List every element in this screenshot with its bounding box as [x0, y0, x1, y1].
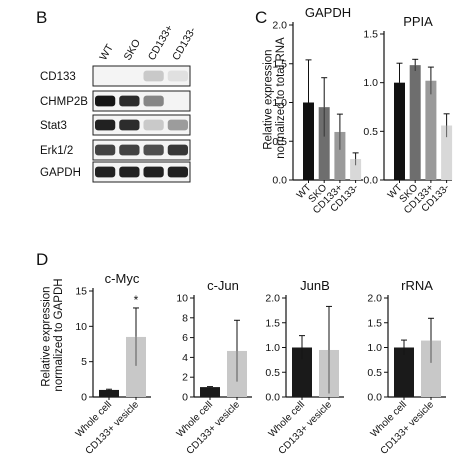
y-tick-label: 1.0: [367, 342, 382, 354]
y-tick-label: 0.0: [367, 392, 382, 404]
bar-whole-cell: [394, 347, 414, 397]
bar-wt: [394, 82, 405, 180]
bar-whole-cell: [200, 387, 220, 397]
blot-strip-erk1-2: [92, 139, 191, 161]
panel-d-letter: D: [36, 250, 48, 269]
y-tick-label: 0.0: [363, 175, 378, 187]
band-cd133-cd133: [167, 70, 188, 82]
bar-cd133-vesicle: [126, 336, 146, 397]
y-tick-label: 4: [182, 352, 188, 364]
bar-sko: [318, 107, 330, 180]
band-gapdh-cd133: [167, 166, 188, 178]
band-stat3-cd133: [167, 119, 188, 131]
bar-whole-cell: [292, 347, 312, 397]
band-gapdh-sko: [119, 166, 140, 178]
chart-title-junb: JunB: [300, 278, 330, 293]
y-tick-label: 10: [176, 293, 188, 305]
blot-strip-cd133: [92, 65, 191, 87]
blot-strip-chmp2b: [92, 90, 191, 112]
significance-star: *: [134, 293, 139, 307]
chart-title-ppia: PPIA: [403, 14, 433, 29]
bar-cd133: [425, 80, 437, 180]
panel-d-ylabel-line2: normalized to GAPDH: [53, 278, 65, 391]
chart-title-c-jun: c-Jun: [207, 278, 239, 293]
band-stat3-sko: [119, 119, 140, 131]
bar-cd133: [441, 125, 453, 180]
y-tick-label: 0.5: [367, 367, 382, 379]
y-tick-label: 0.5: [265, 367, 280, 379]
blot-strip-gapdh: [92, 161, 191, 183]
bar-sko: [409, 65, 421, 180]
band-gapdh-wt: [95, 166, 116, 178]
panel-c-ylabel-line1: Relative expression: [263, 49, 275, 149]
band-cd133-cd133: [143, 70, 164, 82]
band-gapdh-cd133: [143, 166, 164, 178]
band-erk1-2-cd133: [143, 144, 164, 156]
y-tick-label: 1.0: [363, 77, 378, 89]
panel-d-ylabel: Relative expression normalized to GAPDH: [41, 278, 66, 391]
band-stat3-cd133: [143, 119, 164, 131]
chart-title-rrna: rRNA: [401, 278, 433, 293]
blot-label-chmp2b: CHMP2B: [40, 96, 88, 108]
y-tick-label: 2: [182, 372, 188, 384]
y-tick-label: 2.0: [367, 293, 382, 305]
bar-cd133: [350, 159, 362, 180]
y-tick-label: 2.0: [265, 293, 280, 305]
y-tick-label: 1.0: [265, 342, 280, 354]
band-stat3-wt: [95, 119, 116, 131]
band-chmp2b-wt: [95, 95, 116, 107]
bar-cd133-vesicle: [421, 340, 441, 397]
y-tick-label: 0: [81, 392, 87, 404]
y-tick-label: 15: [75, 286, 87, 298]
bar-cd133: [334, 131, 346, 180]
blot-label-cd133: CD133: [40, 71, 76, 83]
blot-label-erk1-2: Erk1/2: [40, 145, 73, 157]
y-tick-label: 1.5: [363, 29, 378, 41]
y-tick-label: 0.5: [272, 136, 287, 148]
band-erk1-2-sko: [119, 144, 140, 156]
y-tick-label: 1.5: [265, 317, 280, 329]
y-tick-label: 8: [182, 312, 188, 324]
y-tick-label: 0.0: [265, 392, 280, 404]
y-tick-label: 0: [182, 392, 188, 404]
band-chmp2b-sko: [119, 95, 140, 107]
y-tick-label: 5: [81, 356, 87, 368]
chart-title-gapdh: GAPDH: [305, 5, 351, 20]
panel-c-letter: C: [255, 8, 267, 27]
blot-label-stat3: Stat3: [40, 120, 67, 132]
band-chmp2b-cd133: [143, 95, 164, 107]
panel-c-ylabel-line2: normalized to total RNA: [275, 37, 287, 159]
y-tick-label: 6: [182, 332, 188, 344]
y-tick-label: 10: [75, 321, 87, 333]
y-tick-label: 0.0: [272, 175, 287, 187]
blot-label-gapdh: GAPDH: [40, 167, 81, 179]
panel-c-ylabel: Relative expression normalized to total …: [263, 37, 288, 159]
y-tick-label: 2.0: [272, 20, 287, 32]
band-erk1-2-wt: [95, 144, 116, 156]
y-tick-label: 1.5: [367, 317, 382, 329]
band-erk1-2-cd133: [167, 144, 188, 156]
y-tick-label: 0.5: [363, 126, 378, 138]
y-tick-label: 1.5: [272, 58, 287, 70]
bar-whole-cell: [99, 389, 119, 397]
y-tick-label: 1.0: [272, 97, 287, 109]
chart-title-c-myc: c-Myc: [105, 271, 140, 286]
panel-b-letter: B: [36, 8, 47, 27]
panel-d-ylabel-line1: Relative expression: [41, 286, 53, 386]
blot-strip-stat3: [92, 114, 191, 136]
